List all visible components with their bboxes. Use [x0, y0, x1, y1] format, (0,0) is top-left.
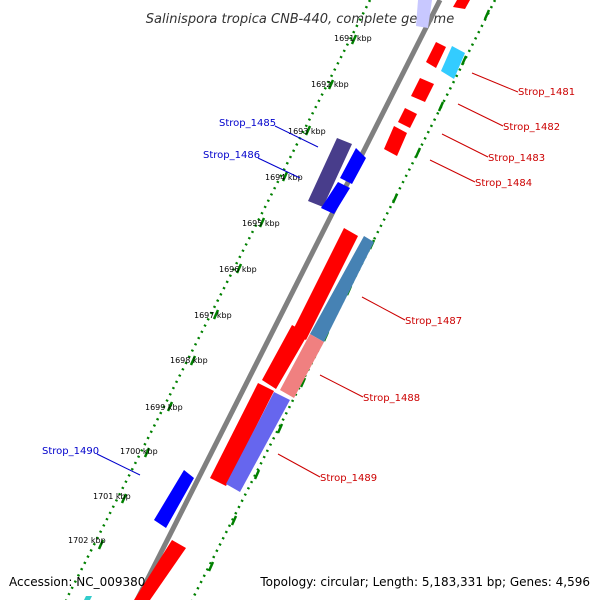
outer-strand-genes: [226, 0, 465, 492]
gene-label-strop-1490[interactable]: Strop_1490: [42, 446, 99, 457]
kbp-label-1695: 1695 kbp: [242, 219, 280, 228]
genome-backbone: [134, 0, 443, 600]
gene-label-strop-1487[interactable]: Strop_1487: [405, 316, 462, 327]
kbp-label-1699: 1699 kbp: [145, 403, 183, 412]
kbp-label-1692: 1692 kbp: [311, 80, 349, 89]
gene-label-strop-1483[interactable]: Strop_1483: [488, 153, 545, 164]
gene-label-strop-1481[interactable]: Strop_1481: [518, 87, 575, 98]
kbp-label-1702: 1702 kbp: [68, 536, 106, 545]
kbp-label-1694: 1694 kbp: [265, 173, 303, 182]
gene-strop-1484-region: [384, 126, 407, 156]
gene-label-strop-1489[interactable]: Strop_1489: [320, 473, 377, 484]
gene-strop-1490: [154, 470, 194, 528]
gene-steelblue-strop-1487: [310, 236, 374, 342]
gene-label-strop-1482[interactable]: Strop_1482: [503, 122, 560, 133]
gene-strop-1483-region: [398, 108, 417, 128]
kbp-label-1697: 1697 kbp: [194, 311, 232, 320]
map-title: Salinispora tropica CNB-440, complete ge…: [146, 12, 454, 27]
gene-large-forward-1: [292, 228, 358, 340]
gene-label-strop-1485[interactable]: Strop_1485: [219, 118, 276, 129]
gene-large-forward-2: [262, 325, 308, 389]
gene-pink-strop-1488: [280, 334, 324, 398]
reverse-strand-genes: [154, 138, 366, 528]
gene-label-strop-1486[interactable]: Strop_1486: [203, 150, 260, 161]
gene-strop-1482-region: [411, 78, 434, 102]
kbp-label-1691: 1691 kbp: [334, 34, 372, 43]
gene-top-fragment: [453, 0, 470, 9]
gene-cyan-strop-1481: [441, 46, 465, 79]
kbp-label-1696: 1696 kbp: [219, 265, 257, 274]
gene-strop-1481-region: [426, 42, 446, 68]
accession-text: Accession: NC_009380: [9, 575, 145, 589]
gene-label-strop-1484[interactable]: Strop_1484: [475, 178, 532, 189]
left-leader-lines: [96, 125, 319, 476]
gene-strop-1485: [308, 138, 352, 207]
gene-faded-top: [416, 0, 432, 28]
topology-text: Topology: circular; Length: 5,183,331 bp…: [259, 575, 590, 589]
gene-large-forward-3: [210, 383, 274, 486]
gene-violet-strop-1489: [226, 392, 290, 492]
kbp-label-1698: 1698 kbp: [170, 356, 208, 365]
gene-bottom-cyan: [84, 596, 92, 600]
right-leader-lines: [277, 72, 519, 478]
gene-bottom-forward: [134, 540, 186, 600]
inner-tick-ring: [64, 0, 372, 600]
kbp-label-1693: 1693 kbp: [288, 127, 326, 136]
gene-label-strop-1488[interactable]: Strop_1488: [363, 393, 420, 404]
gene-strop-1486-b: [321, 182, 350, 214]
gene-strop-1486-a: [340, 148, 366, 184]
kbp-label-1701: 1701 kbp: [93, 492, 131, 501]
forward-strand-genes: [134, 0, 470, 600]
kbp-label-1700: 1700 kbp: [120, 447, 158, 456]
